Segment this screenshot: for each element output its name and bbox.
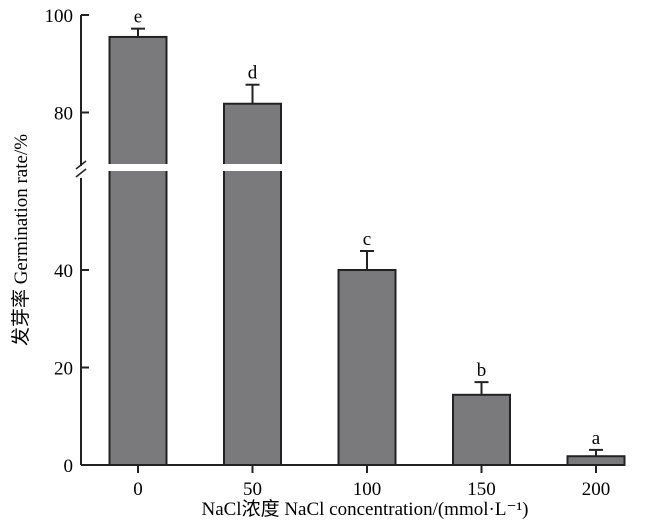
bar-break-gap bbox=[107, 164, 169, 171]
significance-label: b bbox=[477, 360, 487, 381]
significance-label: a bbox=[592, 428, 601, 449]
y-tick-label: 0 bbox=[64, 456, 74, 477]
x-tick-label: 50 bbox=[243, 479, 262, 500]
x-tick-label: 200 bbox=[582, 479, 611, 500]
x-tick-label: 0 bbox=[133, 479, 143, 500]
bar-150 bbox=[452, 393, 511, 466]
bar-0 bbox=[108, 35, 168, 466]
x-axis-label: NaCl浓度 NaCl concentration/(mmol·L⁻¹) bbox=[201, 498, 528, 520]
significance-label: c bbox=[363, 229, 371, 250]
bar-break-gap bbox=[222, 164, 283, 171]
x-tick-label: 150 bbox=[467, 479, 496, 500]
y-axis-label: 发芽率 Germination rate/% bbox=[10, 134, 32, 346]
axis-break-mark bbox=[75, 160, 87, 170]
y-tick-label: 20 bbox=[54, 359, 73, 380]
y-tick-label: 80 bbox=[54, 104, 73, 125]
y-tick-label: 40 bbox=[54, 261, 73, 282]
y-tick-label: 100 bbox=[45, 6, 74, 27]
axis-break-mark bbox=[75, 168, 87, 178]
bar-200 bbox=[566, 455, 626, 467]
significance-label: e bbox=[134, 7, 142, 28]
significance-label: d bbox=[248, 63, 258, 84]
x-tick-label: 100 bbox=[353, 479, 382, 500]
bar-100 bbox=[337, 269, 397, 466]
bar-50 bbox=[223, 102, 282, 466]
